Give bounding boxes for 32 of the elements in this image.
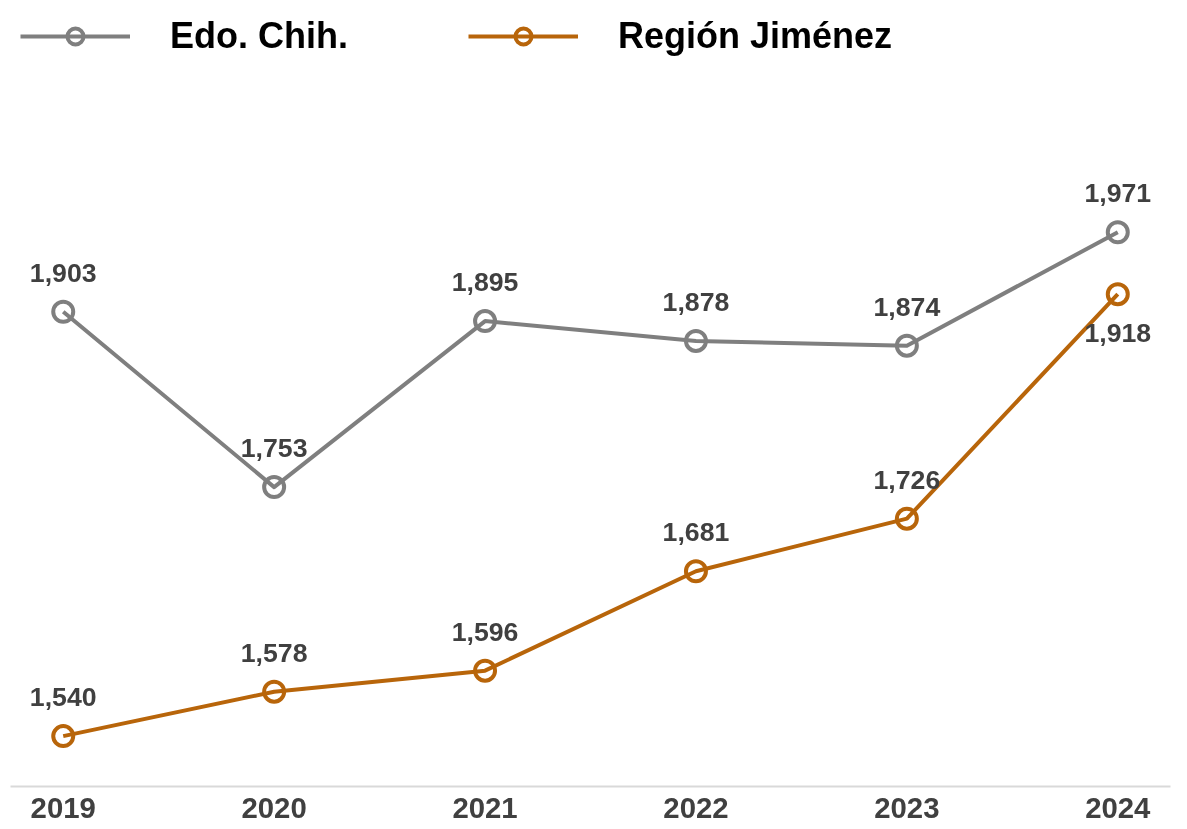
data-label: 1,753 <box>240 433 308 464</box>
point <box>473 658 498 683</box>
point <box>51 724 76 749</box>
data-label: 1,971 <box>1084 178 1152 209</box>
data-label: 1,903 <box>29 257 97 288</box>
point <box>894 506 919 531</box>
x-tick-label: 2022 <box>663 790 729 824</box>
legend-label: Edo. Chih. <box>170 15 348 57</box>
data-label: 1,878 <box>662 286 730 317</box>
data-label: 1,874 <box>873 291 941 322</box>
data-label: 1,540 <box>29 682 97 713</box>
data-label: 1,578 <box>240 637 308 668</box>
x-tick-label: 2020 <box>241 790 307 824</box>
data-label: 1,918 <box>1084 318 1152 349</box>
data-label: 1,681 <box>662 517 730 548</box>
x-tick-label: 2021 <box>452 790 518 824</box>
data-label: 1,895 <box>451 267 519 298</box>
data-label: 1,726 <box>873 464 941 495</box>
data-label: 1,596 <box>451 616 519 647</box>
point <box>473 309 498 334</box>
point <box>683 559 708 584</box>
x-tick-label: 2023 <box>874 790 940 824</box>
point <box>51 299 76 324</box>
x-tick-label: 2019 <box>30 790 96 824</box>
point <box>1105 220 1130 245</box>
point <box>262 475 287 500</box>
x-tick-label: 2024 <box>1085 790 1152 824</box>
point <box>894 333 919 358</box>
point <box>683 328 708 353</box>
legend-label: Región Jiménez <box>617 15 893 57</box>
point <box>1105 282 1130 307</box>
point <box>262 679 287 704</box>
